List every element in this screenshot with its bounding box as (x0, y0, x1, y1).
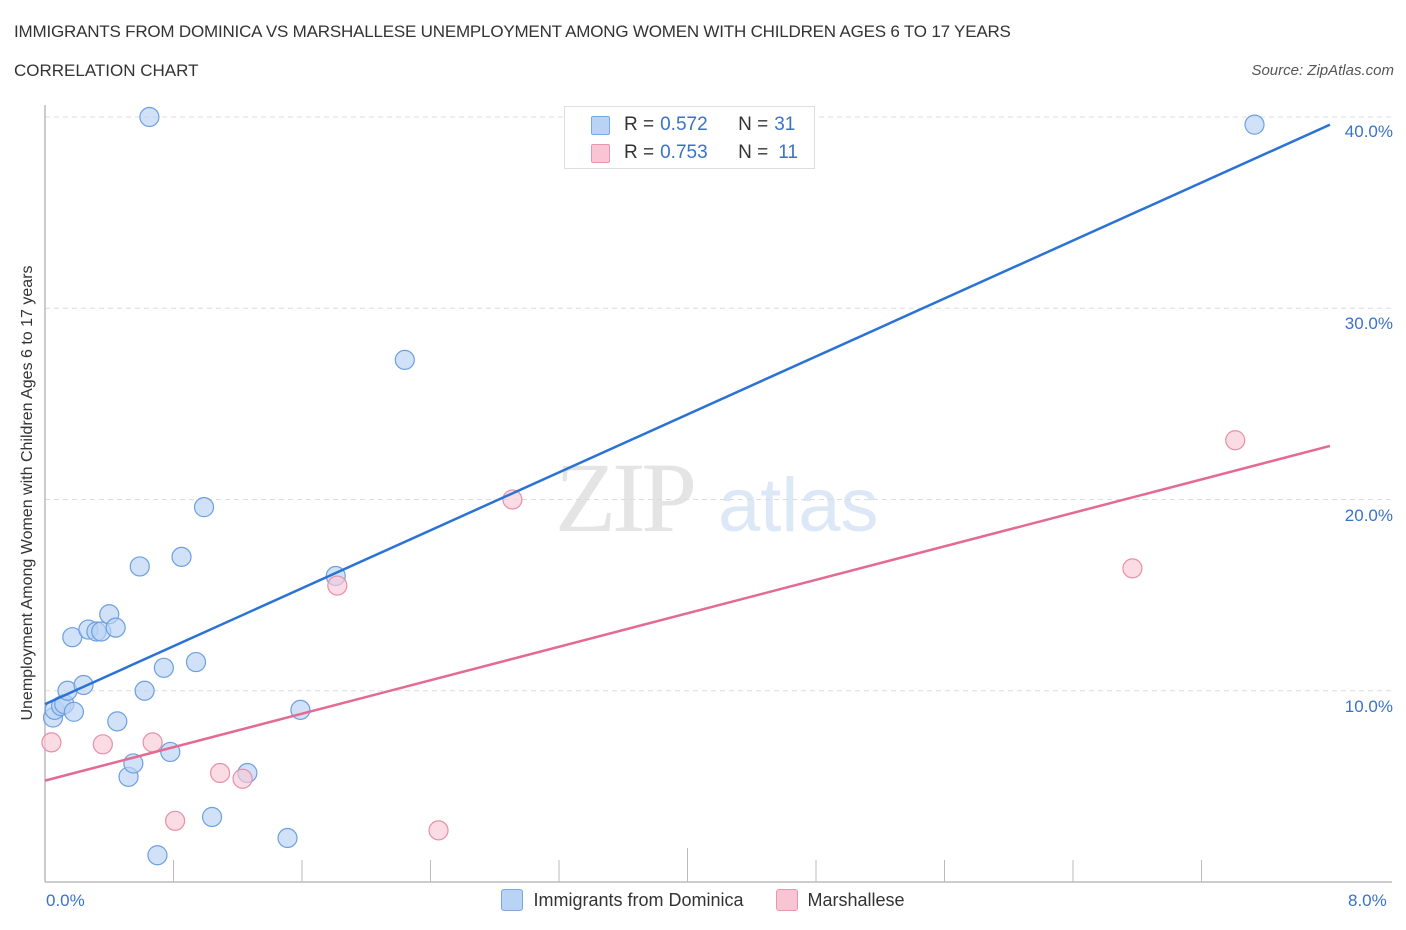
y-axis-label: Unemployment Among Women with Children A… (19, 265, 36, 721)
dominica-swatch-icon (591, 115, 610, 135)
legend-label: Marshallese (807, 889, 905, 910)
source-label: Source: ZipAtlas.com (1251, 62, 1394, 79)
data-point[interactable] (277, 827, 298, 849)
watermark-atlas: atlas (718, 463, 879, 548)
legend-label: Immigrants from Dominica (533, 889, 744, 910)
data-point[interactable] (142, 732, 163, 753)
data-point[interactable] (209, 762, 231, 784)
data-point[interactable] (428, 820, 449, 841)
data-point[interactable] (1225, 430, 1246, 451)
r-label: R = (624, 114, 655, 135)
legend-item-dominica[interactable]: Immigrants from Dominica (501, 889, 744, 911)
x-tick-0: 0.0% (46, 891, 85, 910)
y-tick-30: 30.0% (1344, 314, 1393, 333)
data-point[interactable] (193, 497, 215, 518)
chart-subtitle: CORRELATION CHART (14, 61, 199, 80)
n-label: N = (738, 114, 769, 135)
x-tick-8: 8.0% (1348, 891, 1387, 910)
data-point[interactable] (129, 556, 150, 577)
n-value: 11 (778, 142, 798, 163)
data-point[interactable] (232, 768, 253, 789)
data-point[interactable] (41, 732, 62, 753)
r-label: R = (624, 142, 655, 163)
n-value: 31 (774, 114, 796, 135)
data-point[interactable] (153, 657, 174, 678)
y-tick-20: 20.0% (1344, 506, 1393, 525)
legend-row-marshallese: R = 0.753 N = 11 (591, 142, 798, 164)
watermark-zip: ZIP (555, 442, 697, 553)
legend-row-dominica: R = 0.572 N = 31 (591, 114, 795, 136)
marshallese-swatch-icon (775, 889, 798, 911)
data-point[interactable] (165, 810, 186, 831)
data-point[interactable] (327, 575, 348, 596)
chart-title: IMMIGRANTS FROM DOMINICA VS MARSHALLESE … (14, 22, 1011, 41)
data-point[interactable] (1244, 114, 1265, 135)
marshallese-swatch-icon (591, 143, 610, 163)
trendlines (44, 123, 1331, 782)
y-tick-10: 10.0% (1344, 697, 1393, 716)
data-point[interactable] (1122, 558, 1143, 579)
data-point[interactable] (139, 106, 160, 128)
series-legend: Immigrants from Dominica Marshallese (0, 889, 1406, 911)
data-point[interactable] (201, 806, 223, 828)
data-point[interactable] (92, 734, 113, 755)
data-point[interactable] (134, 680, 155, 701)
data-point[interactable] (107, 711, 128, 732)
marshallese-trendline (44, 444, 1331, 782)
y-tick-40: 40.0% (1344, 122, 1393, 141)
series-dominica-points (42, 106, 1265, 866)
data-point[interactable] (105, 617, 126, 638)
dominica-swatch-icon (501, 889, 524, 911)
r-value: 0.753 (660, 142, 708, 163)
dominica-trendline (44, 123, 1331, 706)
correlation-legend: R = 0.572 N = 31 R = 0.753 N = 11 (564, 106, 815, 169)
data-point[interactable] (185, 651, 207, 673)
legend-item-marshallese[interactable]: Marshallese (775, 889, 905, 911)
r-value: 0.572 (660, 114, 708, 135)
n-label: N = (738, 142, 769, 163)
data-point[interactable] (147, 845, 168, 866)
series-marshallese-points (41, 430, 1246, 841)
data-point[interactable] (171, 546, 192, 567)
data-point[interactable] (394, 349, 415, 370)
data-point[interactable] (63, 701, 85, 722)
axes (44, 105, 1392, 883)
